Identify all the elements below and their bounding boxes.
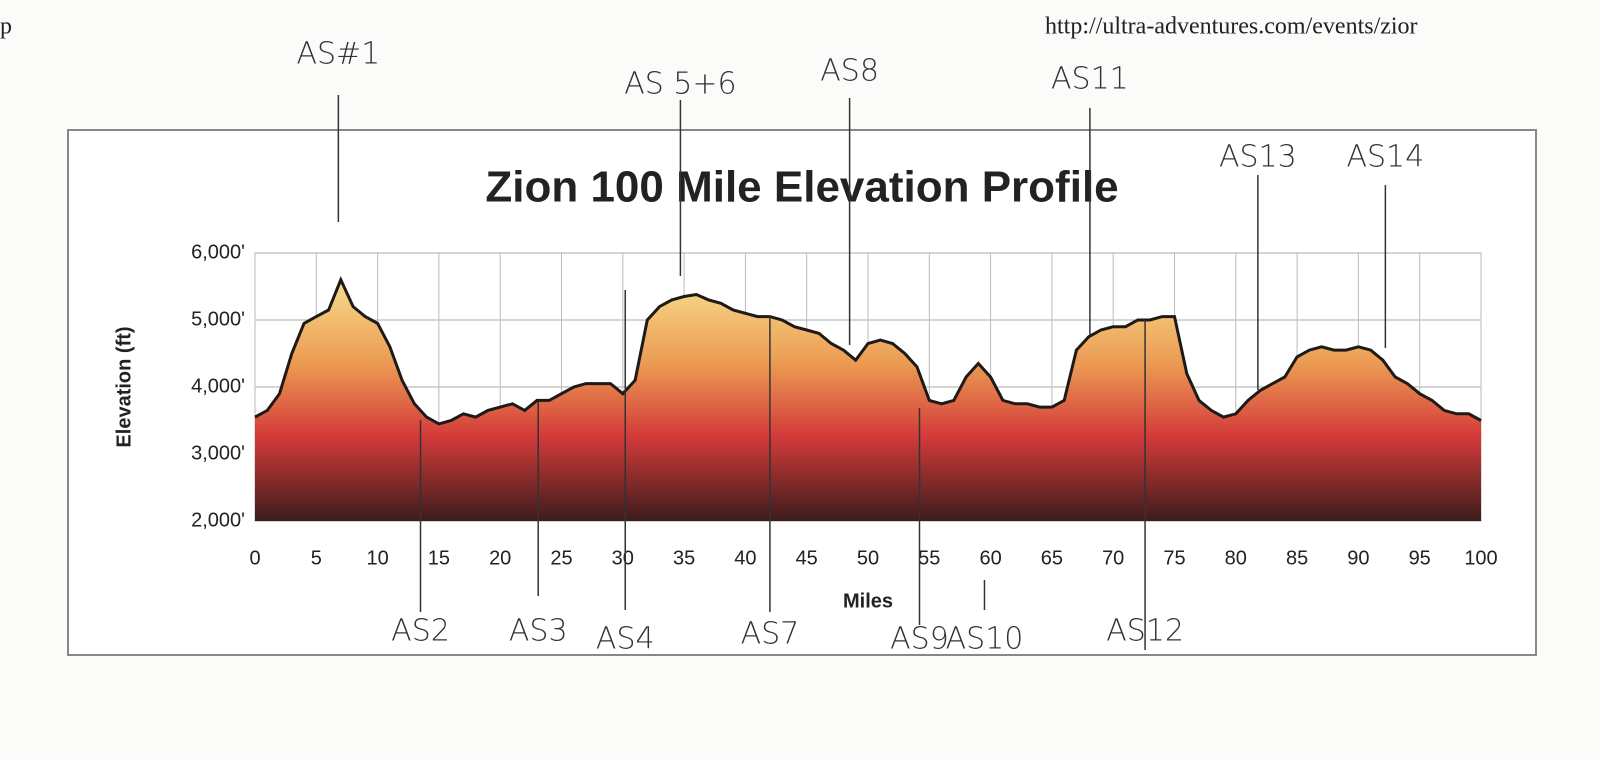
annotation: AS9 [890,622,949,657]
header-right: http://ultra-adventures.com/events/zior [1045,14,1418,40]
x-tick-label: 45 [796,547,818,569]
annotation: AS4 [596,622,655,657]
x-tick-label: 75 [1163,547,1185,569]
annotation: AS10 [946,622,1024,657]
x-tick-label: 90 [1347,547,1369,569]
annotation: AS 5+6 [624,67,736,102]
x-tick-label: 100 [1464,547,1497,569]
x-tick-label: 0 [249,547,260,569]
annotation: AS14 [1346,140,1424,175]
x-tick-label: 80 [1225,547,1247,569]
x-tick-label: 20 [489,547,511,569]
x-tick-label: 85 [1286,547,1308,569]
annotation: AS2 [391,614,450,649]
x-tick-label: 65 [1041,547,1063,569]
x-tick-label: 35 [673,547,695,569]
y-tick-label: 6,000' [191,241,245,263]
x-axis-label: Miles [843,590,893,612]
annotation: AS7 [741,617,800,652]
x-tick-label: 10 [366,547,388,569]
chart-title: Zion 100 Mile Elevation Profile [485,163,1118,212]
elevation-line [254,276,1482,426]
x-tick-label: 25 [550,547,572,569]
x-tick-label: 40 [734,547,756,569]
annotation: AS13 [1219,140,1297,175]
header-left: p [0,14,12,40]
annotation: AS11 [1051,62,1129,97]
annotation: AS#1 [296,37,380,72]
x-tick-label: 30 [612,547,634,569]
x-tick-label: 60 [979,547,1001,569]
annotation: AS8 [820,54,879,89]
x-tick-label: 95 [1409,547,1431,569]
x-tick-label: 15 [428,547,450,569]
y-tick-label: 5,000' [191,308,245,330]
annotation: AS3 [509,614,568,649]
area-fill [255,279,1481,521]
x-tick-label: 70 [1102,547,1124,569]
annotation: AS12 [1106,614,1184,649]
x-tick-label: 50 [857,547,879,569]
y-axis-label: Elevation (ft) [113,326,135,447]
x-tick-label: 55 [918,547,940,569]
y-tick-label: 4,000' [191,375,245,397]
y-tick-label: 2,000' [191,509,245,531]
y-tick-label: 3,000' [191,442,245,464]
x-tick-label: 5 [311,547,322,569]
